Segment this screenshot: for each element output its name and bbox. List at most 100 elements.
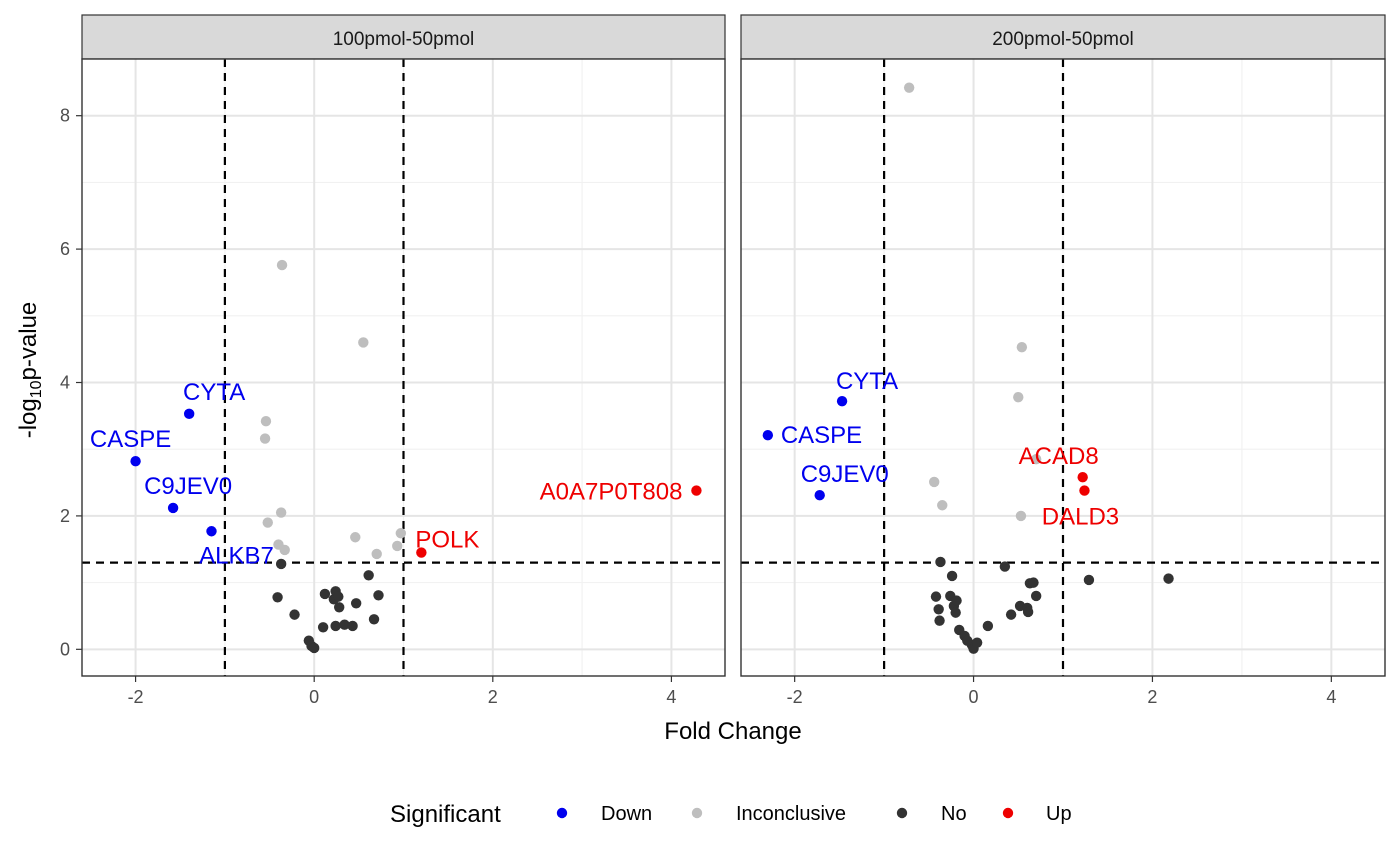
data-point [1028, 577, 1039, 588]
x-tick-label: 0 [309, 687, 319, 707]
point-label: CYTA [183, 379, 245, 406]
legend-label: No [941, 803, 967, 825]
legend-key [691, 807, 703, 819]
data-point [371, 548, 382, 560]
point-label: CYTA [836, 368, 898, 395]
legend-key [896, 807, 908, 819]
y-axis-title: -log10p-value [15, 302, 45, 439]
data-point [334, 602, 345, 613]
data-point [1015, 510, 1027, 522]
point-label: DALD3 [1042, 504, 1119, 531]
data-point [937, 500, 948, 511]
data-point [183, 408, 195, 420]
data-point [1030, 454, 1042, 465]
legend-title: Significant [390, 801, 501, 828]
y-axis-title-tail: p-value [15, 302, 42, 381]
facet-panel: 100pmol-50pmol CASPE CYTA C9JEV0 ALKB7 A0A7P0… [60, 14, 726, 707]
y-tick-label: 6 [60, 239, 70, 259]
data-point [691, 485, 702, 496]
x-tick-label: 4 [1326, 687, 1336, 707]
data-point [330, 620, 341, 632]
legend: Significant Down Inconclusive No Up [390, 801, 1072, 828]
facet-panels: 100pmol-50pmol CASPE CYTA C9JEV0 ALKB7 A0A7P0… [60, 14, 1386, 707]
x-tick-label: 4 [666, 687, 676, 707]
data-point [262, 517, 273, 528]
data-point [363, 570, 374, 581]
panel-border [740, 58, 1386, 677]
point-label: ALKB7 [199, 542, 274, 569]
data-point [333, 591, 344, 602]
legend-key [556, 807, 568, 819]
data-point [1013, 391, 1024, 403]
data-point [317, 622, 329, 633]
point-label: C9JEV0 [801, 461, 889, 488]
data-point [347, 620, 358, 632]
data-point [946, 570, 958, 582]
point-label: A0A7P0T808 [540, 479, 683, 506]
facet-strip-title: 200pmol-50pmol [992, 29, 1134, 50]
data-point [934, 615, 945, 626]
data-point [130, 456, 141, 467]
data-point [289, 609, 300, 620]
data-point [416, 547, 427, 558]
data-point [999, 561, 1011, 572]
data-point [276, 259, 288, 271]
point-label: CASPE [90, 426, 171, 453]
data-point [275, 558, 287, 570]
y-axis-title-main: -log [15, 398, 42, 438]
legend-label: Up [1046, 803, 1072, 825]
y-axis-title-subscript: 10 [28, 380, 45, 398]
x-axis-title: Fold Change [664, 718, 801, 745]
legend-label: Inconclusive [736, 803, 846, 825]
data-point [982, 620, 994, 632]
y-tick-label: 4 [60, 373, 70, 393]
data-point [903, 82, 915, 93]
data-point [1079, 485, 1090, 496]
data-point [971, 637, 983, 648]
point-label: CASPE [781, 422, 862, 449]
data-point [762, 430, 774, 441]
facet-panel: 200pmol-50pmol CASPE CYTA C9JEV0 ACAD8 DALD3 -… [740, 14, 1386, 707]
x-tick-label: -2 [128, 687, 144, 707]
data-point [350, 532, 361, 543]
data-point [1030, 590, 1042, 602]
data-point [167, 502, 179, 514]
legend-item: Inconclusive [691, 803, 846, 825]
data-point [358, 337, 369, 348]
panel-border [81, 58, 726, 677]
data-point [950, 607, 961, 618]
data-point [1016, 341, 1028, 353]
point-label: C9JEV0 [144, 473, 232, 500]
data-point [206, 526, 217, 537]
y-tick-label: 0 [60, 639, 70, 659]
x-tick-label: 2 [1147, 687, 1157, 707]
data-point [392, 540, 403, 552]
y-tick-label: 2 [60, 506, 70, 526]
point-label: ACAD8 [1019, 443, 1099, 470]
data-point [1022, 606, 1034, 618]
data-point [1005, 609, 1017, 620]
x-tick-label: 0 [969, 687, 979, 707]
data-point [395, 528, 407, 539]
data-point [373, 590, 384, 601]
facet-strip-title: 100pmol-50pmol [333, 29, 475, 50]
data-point [368, 614, 380, 625]
data-point [935, 556, 946, 568]
x-tick-label: 2 [488, 687, 498, 707]
data-point [930, 591, 942, 602]
point-label: POLK [415, 527, 479, 554]
legend-item: Up [1002, 803, 1072, 825]
data-point [929, 476, 940, 488]
y-tick-label: 8 [60, 106, 70, 126]
data-point [272, 592, 283, 603]
data-point [259, 433, 271, 444]
data-point [1163, 573, 1174, 584]
legend-item: No [896, 803, 967, 825]
facet-strip [81, 14, 726, 60]
legend-key [1002, 807, 1014, 819]
data-point [339, 619, 350, 630]
data-point [1077, 472, 1088, 483]
x-tick-label: -2 [787, 687, 803, 707]
data-point [951, 595, 962, 606]
